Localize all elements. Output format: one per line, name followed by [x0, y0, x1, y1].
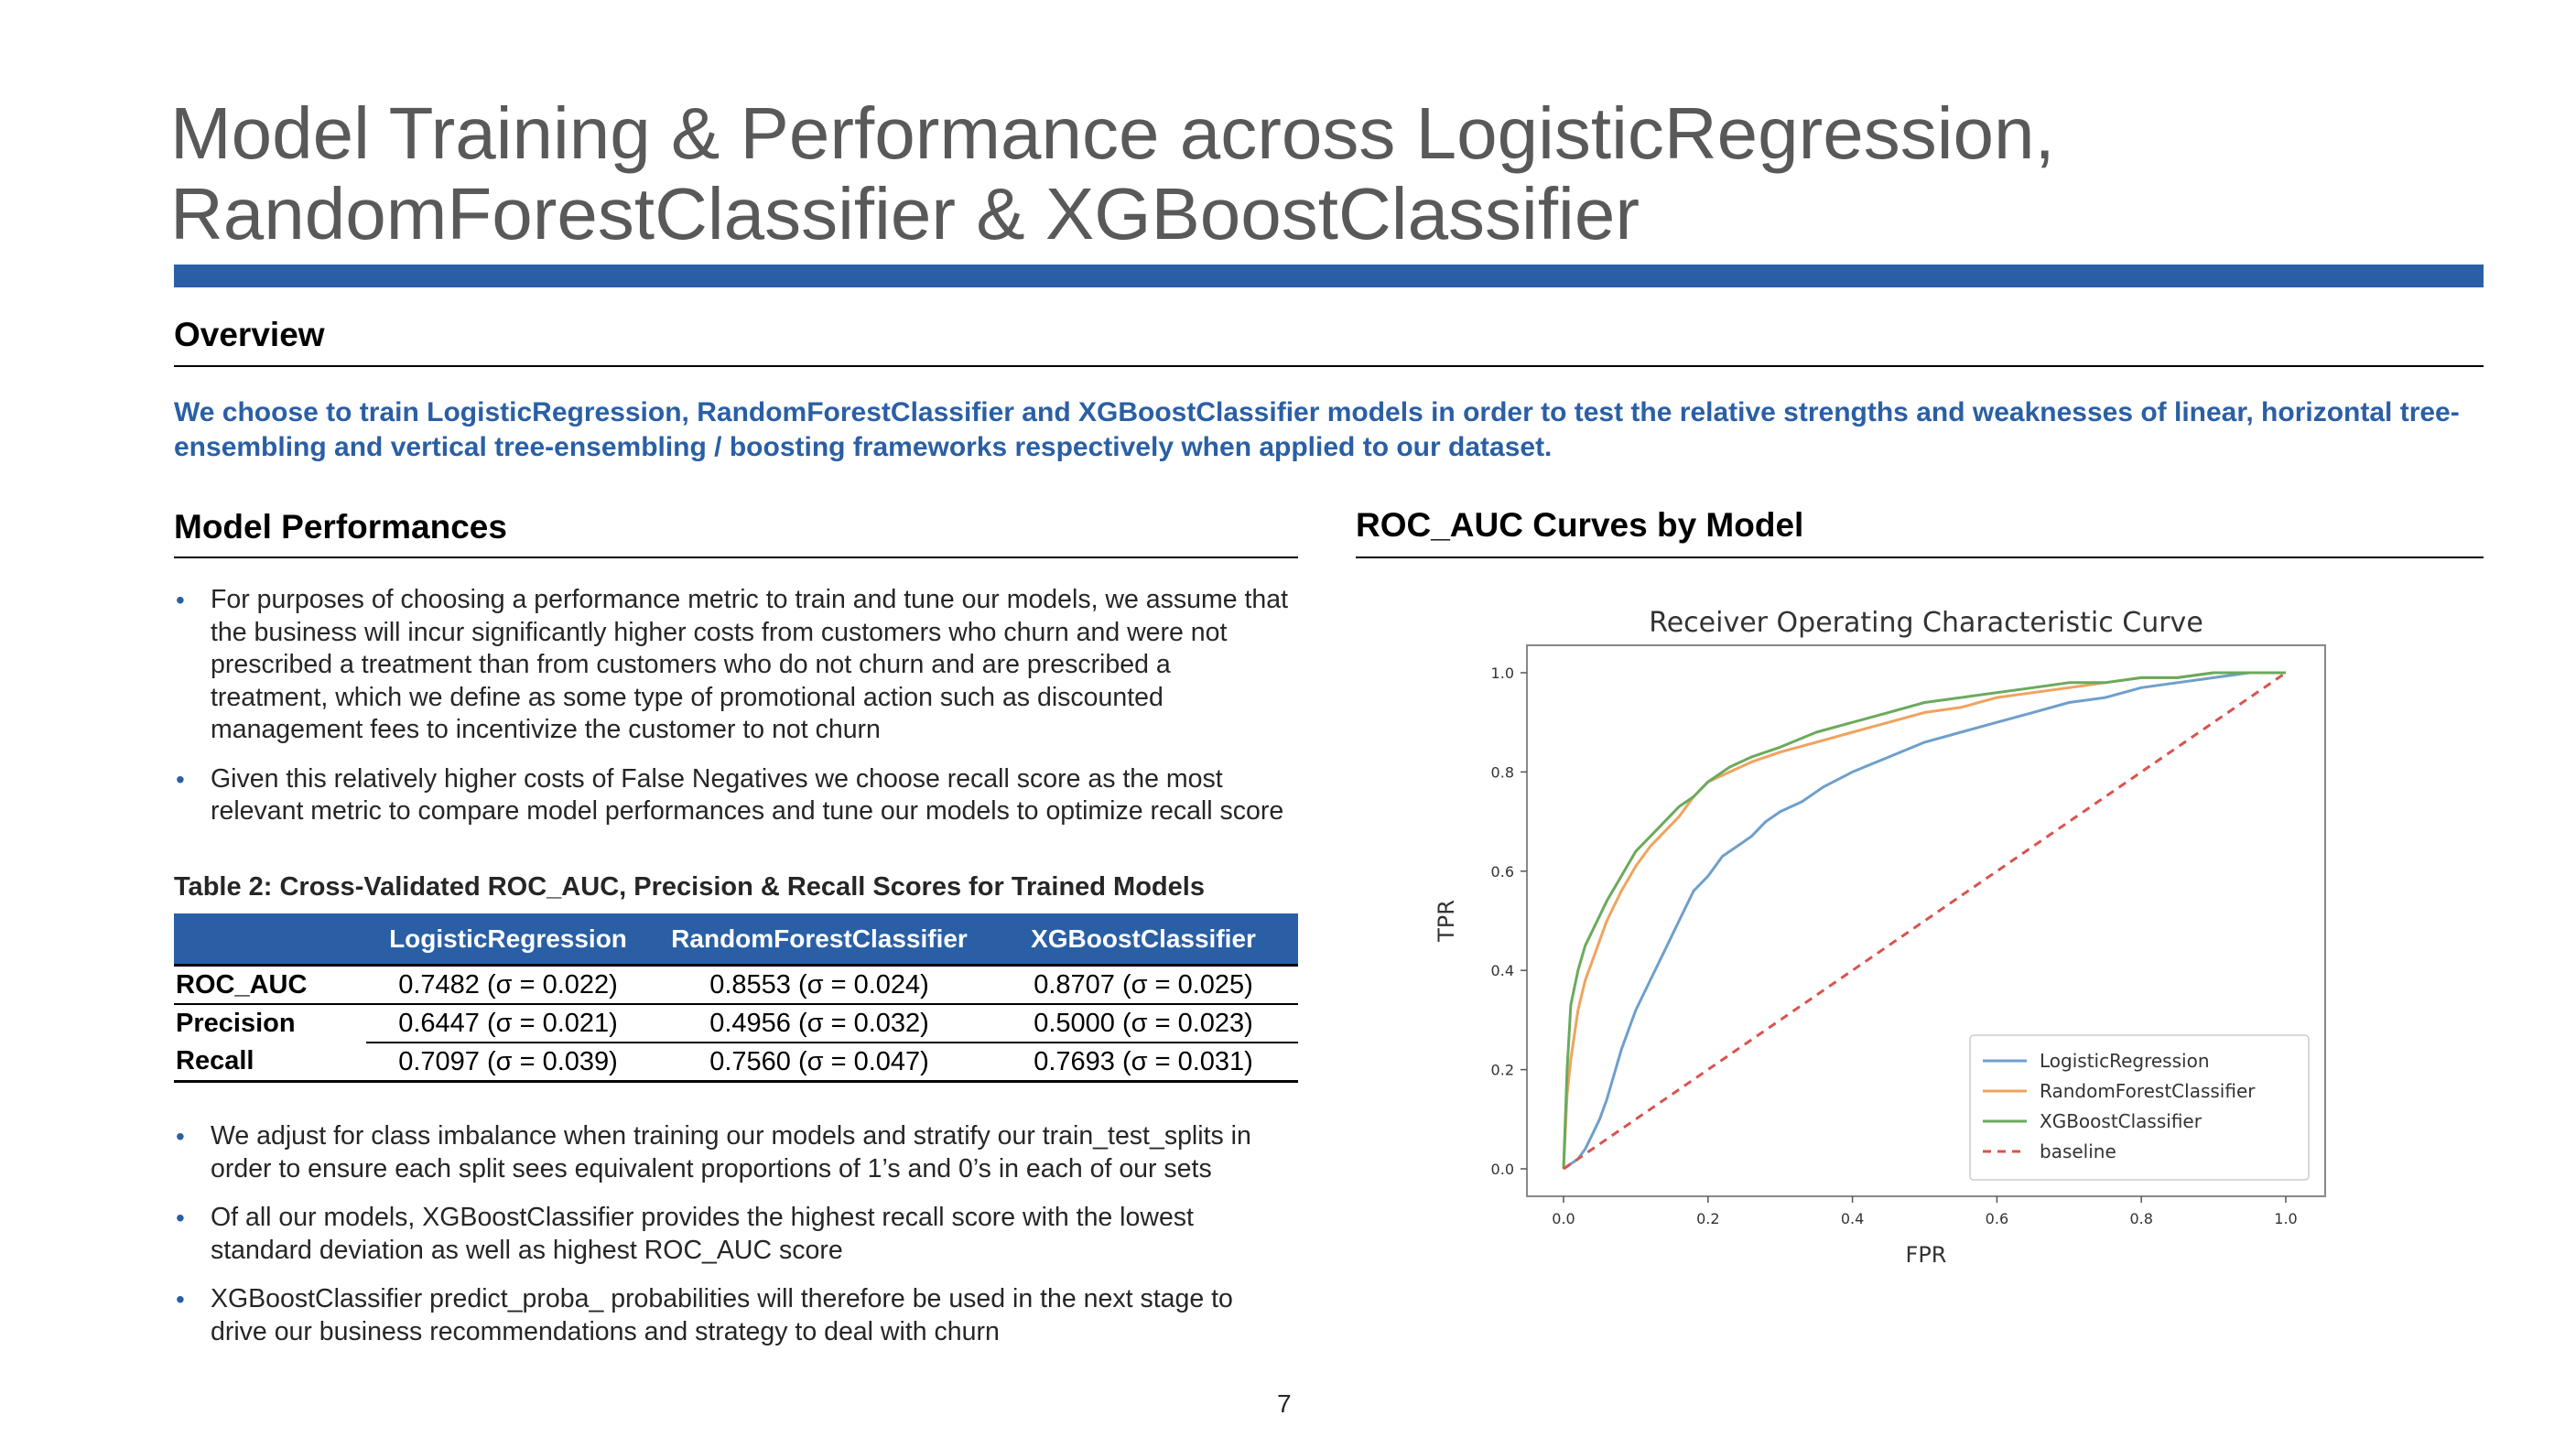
performance-bullets-top: For purposes of choosing a performance m… — [174, 584, 1291, 845]
bullet-item: For purposes of choosing a performance m… — [174, 584, 1291, 747]
table-header-cell: LogisticRegression — [366, 913, 650, 966]
x-tick-label: 0.6 — [1986, 1210, 2008, 1227]
overview-rule — [174, 365, 2484, 367]
y-axis-label: TPR — [1434, 900, 1459, 943]
roc-chart: Receiver Operating Characteristic Curve 0… — [1428, 595, 2389, 1291]
table-header-cell: XGBoostClassifier — [989, 913, 1298, 966]
table-row: ROC_AUC 0.7482 (σ = 0.022) 0.8553 (σ = 0… — [174, 964, 1298, 1005]
scores-table: LogisticRegression RandomForestClassifie… — [174, 913, 1298, 1083]
legend-box — [1969, 1034, 2310, 1181]
chart-title: Receiver Operating Characteristic Curve — [1649, 607, 2203, 639]
bullet-item: Given this relatively higher costs of Fa… — [174, 763, 1291, 828]
y-tick-label: 0.6 — [1491, 863, 1514, 881]
table-row: Precision 0.6447 (σ = 0.021) 0.4956 (σ =… — [174, 1004, 1298, 1043]
title-accent-bar — [174, 265, 2484, 287]
legend-label: baseline — [2040, 1140, 2116, 1162]
page-title-line-2: RandomForestClassifier & XGBoostClassifi… — [170, 173, 1640, 254]
model-performances-heading: Model Performances — [174, 508, 507, 546]
x-tick-label: 0.8 — [2129, 1210, 2152, 1227]
roc-chart-svg: Receiver Operating Characteristic Curve 0… — [1434, 607, 2326, 1268]
table-row-label: Recall — [174, 1043, 366, 1083]
table-row: Recall 0.7097 (σ = 0.039) 0.7560 (σ = 0.… — [174, 1043, 1298, 1083]
table-cell: 0.6447 (σ = 0.021) — [366, 1004, 650, 1043]
x-axis-label: FPR — [1906, 1242, 1947, 1268]
table-caption: Table 2: Cross-Validated ROC_AUC, Precis… — [174, 872, 1205, 902]
model-performances-rule — [174, 557, 1298, 558]
x-tick-label: 0.2 — [1696, 1210, 1719, 1227]
table-cell: 0.8707 (σ = 0.025) — [989, 964, 1298, 1005]
table-row-label: ROC_AUC — [174, 964, 366, 1005]
page-number: 7 — [1277, 1389, 1292, 1418]
page-title-line-1: Model Training & Performance across Logi… — [170, 92, 2055, 174]
roc-heading: ROC_AUC Curves by Model — [1356, 506, 1804, 544]
table-header-cell: RandomForestClassifier — [650, 913, 989, 966]
table-cell: 0.7097 (σ = 0.039) — [366, 1043, 650, 1083]
legend-label: XGBoostClassifier — [2040, 1110, 2203, 1132]
table-cell: 0.7482 (σ = 0.022) — [366, 964, 650, 1005]
y-tick-label: 1.0 — [1491, 665, 1514, 682]
table-cell: 0.7693 (σ = 0.031) — [989, 1043, 1298, 1083]
table-header-cell — [174, 913, 366, 966]
x-tick-label: 1.0 — [2274, 1210, 2297, 1227]
legend-label: LogisticRegression — [2040, 1050, 2210, 1072]
y-tick-label: 0.2 — [1491, 1062, 1514, 1079]
y-tick-label: 0.0 — [1491, 1161, 1514, 1178]
table-cell: 0.5000 (σ = 0.023) — [989, 1004, 1298, 1043]
x-tick-label: 0.4 — [1841, 1210, 1864, 1227]
table-cell: 0.8553 (σ = 0.024) — [650, 964, 989, 1005]
table-cell: 0.7560 (σ = 0.047) — [650, 1043, 989, 1083]
bullet-item: We adjust for class imbalance when train… — [174, 1120, 1291, 1185]
series-line-logisticregression — [1563, 671, 2286, 1171]
bullet-item: Of all our models, XGBoostClassifier pro… — [174, 1202, 1291, 1267]
overview-text: We choose to train LogisticRegression, R… — [174, 397, 2460, 462]
performance-bullets-bottom: We adjust for class imbalance when train… — [174, 1120, 1291, 1365]
table-header-row: LogisticRegression RandomForestClassifie… — [174, 913, 1298, 966]
y-tick-label: 0.8 — [1491, 763, 1514, 781]
bullet-item: XGBoostClassifier predict_proba_ probabi… — [174, 1283, 1291, 1348]
overview-heading: Overview — [174, 316, 325, 353]
legend-label: RandomForestClassifier — [2040, 1080, 2256, 1102]
x-tick-label: 0.0 — [1552, 1210, 1575, 1227]
table-row-label: Precision — [176, 1009, 296, 1038]
table-cell: 0.4956 (σ = 0.032) — [650, 1004, 989, 1043]
page-title: Model Training & Performance across Logi… — [170, 93, 2459, 254]
series-line-xgboostclassifier — [1562, 671, 2286, 1170]
y-tick-label: 0.4 — [1491, 962, 1514, 979]
roc-rule — [1356, 557, 2484, 558]
